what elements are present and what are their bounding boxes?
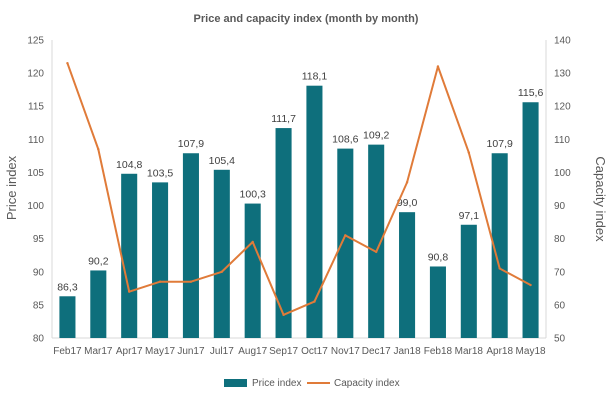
capacity-point xyxy=(127,290,131,293)
capacity-point xyxy=(436,65,440,68)
capacity-point xyxy=(158,280,162,283)
x-tick-label: Apr18 xyxy=(486,346,513,357)
legend-label-price: Price index xyxy=(252,378,301,389)
bar xyxy=(522,102,539,338)
capacity-point xyxy=(251,240,254,244)
x-tick-label: Sep17 xyxy=(269,346,298,357)
y2-axis-title: Capacity index xyxy=(593,156,608,242)
y-tick-label: 100 xyxy=(27,201,44,212)
legend-swatch-price xyxy=(224,379,247,387)
bar-data-label: 104,8 xyxy=(116,159,142,171)
capacity-point xyxy=(529,283,532,287)
y2-tick-label: 110 xyxy=(554,135,570,146)
bar xyxy=(460,224,477,338)
y2-tick-label: 90 xyxy=(554,201,566,212)
chart-title: Price and capacity index (month by month… xyxy=(194,13,419,25)
x-tick-label: May17 xyxy=(145,346,175,357)
capacity-point xyxy=(313,300,316,303)
x-tick-label: Jun17 xyxy=(177,346,205,357)
x-tick-label: Apr17 xyxy=(116,346,143,357)
capacity-point xyxy=(405,181,409,184)
bar xyxy=(306,85,323,339)
y2-tick-label: 120 xyxy=(554,102,571,113)
x-tick-label: Jul17 xyxy=(210,346,234,357)
x-tick-label: Feb17 xyxy=(53,346,82,357)
capacity-point xyxy=(97,148,100,151)
y-tick-label: 90 xyxy=(33,267,45,278)
bar-data-label: 115,6 xyxy=(518,87,544,99)
bar-data-label: 90,2 xyxy=(88,255,109,267)
y-tick-label: 120 xyxy=(27,69,44,80)
bar-data-label: 109,2 xyxy=(363,130,389,142)
capacity-point xyxy=(467,151,471,154)
y-tick-label: 85 xyxy=(33,300,45,311)
capacity-point xyxy=(344,234,347,237)
bar xyxy=(121,173,138,338)
x-tick-label: Mar17 xyxy=(84,346,113,357)
bar-data-label: 99,0 xyxy=(397,197,418,209)
bar xyxy=(152,182,169,338)
y2-tick-label: 60 xyxy=(554,300,566,311)
capacity-point xyxy=(498,267,501,270)
bar xyxy=(244,203,261,338)
legend-label-capacity: Capacity index xyxy=(334,378,400,389)
bar-data-label: 90,8 xyxy=(428,251,449,263)
y-axis-title: Price index xyxy=(4,155,19,220)
capacity-point xyxy=(189,280,193,283)
bar xyxy=(59,296,76,338)
bar-data-label: 111,7 xyxy=(271,113,296,125)
y-tick-label: 110 xyxy=(28,135,44,146)
bar-data-label: 97,1 xyxy=(459,210,480,222)
bar-data-label: 105,4 xyxy=(209,155,235,167)
bar-data-label: 100,3 xyxy=(240,189,266,201)
legend: Price index Capacity index xyxy=(224,378,400,389)
y-tick-label: 95 xyxy=(33,234,45,245)
bar xyxy=(90,270,107,338)
y2-tick-label: 100 xyxy=(554,168,571,179)
x-tick-label: Aug17 xyxy=(238,346,267,357)
bar xyxy=(429,266,446,338)
x-tick-label: May18 xyxy=(516,346,546,357)
y2-tick-label: 50 xyxy=(554,334,566,345)
bar xyxy=(182,153,199,338)
y2-tick-label: 130 xyxy=(554,69,571,80)
x-tick-label: Mar18 xyxy=(455,346,484,357)
bar xyxy=(491,153,508,338)
capacity-line xyxy=(66,62,532,316)
plot-area: 80 85 90 95 100 105 110 115 120 125 50 60 70 80 90 100 1… xyxy=(27,36,571,358)
capacity-point xyxy=(220,270,224,273)
y-tick-label: 105 xyxy=(27,168,44,179)
y2-tick-label: 70 xyxy=(554,267,566,278)
x-tick-label: Oct17 xyxy=(301,346,328,357)
bar-data-label: 107,9 xyxy=(487,138,513,150)
bar-data-label: 86,3 xyxy=(57,281,78,293)
x-tick-label: Dec17 xyxy=(362,346,391,357)
bar-data-label: 103,5 xyxy=(147,167,173,179)
capacity-point xyxy=(374,250,378,254)
bar-data-label: 118,1 xyxy=(302,71,328,83)
x-tick-label: Nov17 xyxy=(331,346,360,357)
y-tick-label: 125 xyxy=(27,36,44,47)
y-tick-label: 115 xyxy=(28,102,44,113)
y2-tick-label: 80 xyxy=(554,234,566,245)
capacity-point xyxy=(66,61,69,65)
bar xyxy=(275,128,292,338)
bar-data-label: 107,9 xyxy=(178,138,204,150)
bar xyxy=(213,169,230,338)
x-tick-label: Feb18 xyxy=(424,346,453,357)
bar-data-label: 108,6 xyxy=(332,134,358,146)
capacity-point xyxy=(282,313,285,317)
y-tick-label: 80 xyxy=(33,334,45,345)
x-tick-label: Jan18 xyxy=(393,346,421,357)
bar xyxy=(399,212,416,338)
bar xyxy=(368,144,385,338)
bar xyxy=(337,148,354,338)
y2-tick-label: 140 xyxy=(554,36,571,47)
